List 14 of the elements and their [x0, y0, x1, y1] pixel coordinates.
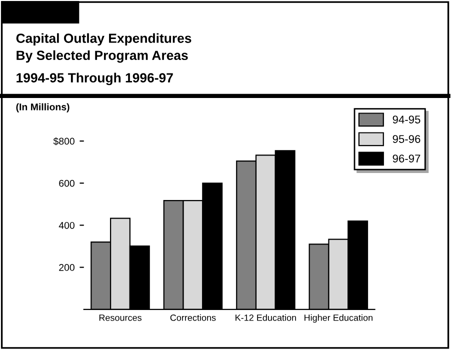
x-tick-label: Resources [99, 314, 142, 321]
y-tick-label: 200 [59, 264, 74, 271]
x-tick-label: Higher Education [304, 314, 372, 323]
y-tick-label: 600 [59, 180, 74, 187]
x-tick-label: Corrections [170, 314, 216, 321]
chart-subtitle: 1994-95 Through 1996-97 [16, 72, 173, 86]
legend-label: 95-96 [392, 135, 420, 143]
text: (In Millions) [16, 103, 70, 112]
x-tick-label: K-12 Education [236, 314, 296, 321]
chart-title: Capital Outlay Expenditures By Selected Program Areas [16, 33, 192, 63]
legend-label: 94-95 [392, 116, 420, 124]
legend-label: 96-97 [392, 154, 420, 162]
y-tick-label: 400 [58, 222, 74, 229]
y-tick-label: $800 [53, 137, 74, 146]
